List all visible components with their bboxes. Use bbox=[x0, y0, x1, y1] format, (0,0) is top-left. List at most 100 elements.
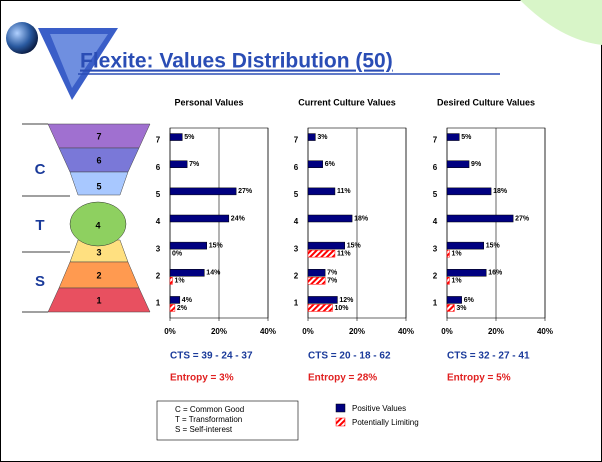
cts-label: CTS = 39 - 24 - 37 bbox=[170, 351, 253, 362]
globe-icon bbox=[6, 22, 38, 54]
positive-bar bbox=[447, 134, 459, 141]
x-tick-label: 40% bbox=[537, 327, 553, 336]
positive-bar bbox=[447, 215, 513, 222]
x-tick-label: 40% bbox=[398, 327, 414, 336]
positive-bar bbox=[447, 296, 462, 303]
value-label: 1% bbox=[174, 278, 185, 285]
cts-label: CTS = 32 - 27 - 41 bbox=[447, 351, 530, 362]
positive-bar bbox=[308, 269, 325, 276]
positive-bar bbox=[447, 269, 486, 276]
value-label: 12% bbox=[339, 297, 354, 304]
positive-bar bbox=[447, 188, 491, 195]
value-label: 7% bbox=[189, 161, 200, 168]
y-tick-label: 6 bbox=[156, 163, 161, 172]
value-label: 11% bbox=[337, 250, 351, 257]
y-tick-label: 4 bbox=[433, 217, 438, 226]
x-tick-label: 40% bbox=[260, 327, 276, 336]
level-label: 6 bbox=[96, 155, 101, 165]
positive-bar bbox=[308, 296, 337, 303]
legend-label: Potentially Limiting bbox=[352, 418, 419, 427]
value-label: 11% bbox=[337, 188, 351, 195]
x-tick-label: 0% bbox=[441, 327, 453, 336]
level-label: 1 bbox=[96, 295, 101, 305]
value-label: 2% bbox=[177, 305, 188, 312]
y-tick-label: 7 bbox=[294, 136, 299, 145]
value-label: 15% bbox=[347, 242, 362, 249]
value-label: 10% bbox=[335, 305, 350, 312]
slide: Flexite: Values Distribution (50) 7 6 5 … bbox=[0, 0, 602, 462]
positive-bar bbox=[447, 161, 469, 168]
value-label: 9% bbox=[471, 161, 482, 168]
page-title: Flexite: Values Distribution (50) bbox=[80, 50, 393, 73]
level-label: 2 bbox=[96, 270, 101, 280]
value-label: 27% bbox=[238, 188, 253, 195]
value-label: 14% bbox=[206, 270, 221, 277]
y-tick-label: 3 bbox=[156, 244, 161, 253]
x-tick-label: 0% bbox=[164, 327, 176, 336]
y-tick-label: 6 bbox=[294, 163, 299, 172]
x-tick-label: 0% bbox=[302, 327, 314, 336]
legend-swatch bbox=[336, 404, 345, 412]
entropy-label: Entropy = 3% bbox=[170, 373, 234, 384]
y-tick-label: 3 bbox=[294, 244, 299, 253]
limiting-bar bbox=[308, 304, 333, 311]
positive-bar bbox=[308, 242, 345, 249]
value-label: 18% bbox=[493, 188, 508, 195]
value-label: 7% bbox=[327, 278, 338, 285]
level-label: 4 bbox=[95, 220, 100, 230]
value-label: 1% bbox=[451, 278, 462, 285]
positive-bar bbox=[308, 134, 315, 141]
positive-bar bbox=[170, 161, 187, 168]
value-label: 6% bbox=[325, 161, 336, 168]
y-tick-label: 1 bbox=[433, 299, 438, 308]
limiting-bar bbox=[308, 277, 325, 284]
y-tick-label: 5 bbox=[156, 190, 161, 199]
positive-bar bbox=[308, 161, 323, 168]
limiting-bar bbox=[447, 304, 454, 311]
y-tick-label: 1 bbox=[156, 299, 161, 308]
y-tick-label: 2 bbox=[156, 271, 161, 280]
value-label: 4% bbox=[182, 297, 193, 304]
x-tick-label: 20% bbox=[349, 327, 365, 336]
group-label: T bbox=[35, 217, 44, 234]
y-tick-label: 4 bbox=[294, 217, 299, 226]
key-entry: C = Common Good bbox=[175, 405, 244, 414]
level-label: 3 bbox=[96, 247, 101, 257]
value-label: 6% bbox=[464, 297, 475, 304]
limiting-bar bbox=[447, 277, 449, 284]
group-label: S bbox=[35, 273, 45, 290]
limiting-bar bbox=[447, 250, 449, 257]
limiting-bar bbox=[308, 250, 335, 257]
x-tick-label: 20% bbox=[211, 327, 227, 336]
entropy-label: Entropy = 28% bbox=[308, 373, 377, 384]
y-tick-label: 3 bbox=[433, 244, 438, 253]
chart-title: Current Culture Values bbox=[298, 97, 396, 107]
value-label: 27% bbox=[515, 215, 530, 222]
y-tick-label: 2 bbox=[433, 271, 438, 280]
value-label: 7% bbox=[327, 270, 338, 277]
positive-bar bbox=[170, 242, 207, 249]
limiting-bar bbox=[170, 277, 172, 284]
legend-swatch bbox=[336, 418, 345, 426]
value-label: 5% bbox=[184, 134, 195, 141]
positive-bar bbox=[170, 134, 182, 141]
value-label: 15% bbox=[486, 242, 501, 249]
key-entry: S = Self-interest bbox=[175, 425, 233, 434]
value-label: 16% bbox=[488, 270, 503, 277]
chart-title: Personal Values bbox=[174, 97, 243, 107]
positive-bar bbox=[447, 242, 484, 249]
value-label: 24% bbox=[231, 215, 246, 222]
value-label: 5% bbox=[461, 134, 472, 141]
value-label: 0% bbox=[172, 250, 183, 257]
cts-label: CTS = 20 - 18 - 62 bbox=[308, 351, 391, 362]
key-entry: T = Transformation bbox=[175, 415, 242, 424]
y-tick-label: 6 bbox=[433, 163, 438, 172]
value-label: 3% bbox=[317, 134, 328, 141]
value-label: 3% bbox=[456, 305, 467, 312]
legend-label: Positive Values bbox=[352, 404, 406, 413]
y-tick-label: 4 bbox=[156, 217, 161, 226]
positive-bar bbox=[170, 269, 204, 276]
positive-bar bbox=[308, 215, 352, 222]
value-label: 1% bbox=[451, 250, 462, 257]
group-label: C bbox=[35, 161, 46, 178]
